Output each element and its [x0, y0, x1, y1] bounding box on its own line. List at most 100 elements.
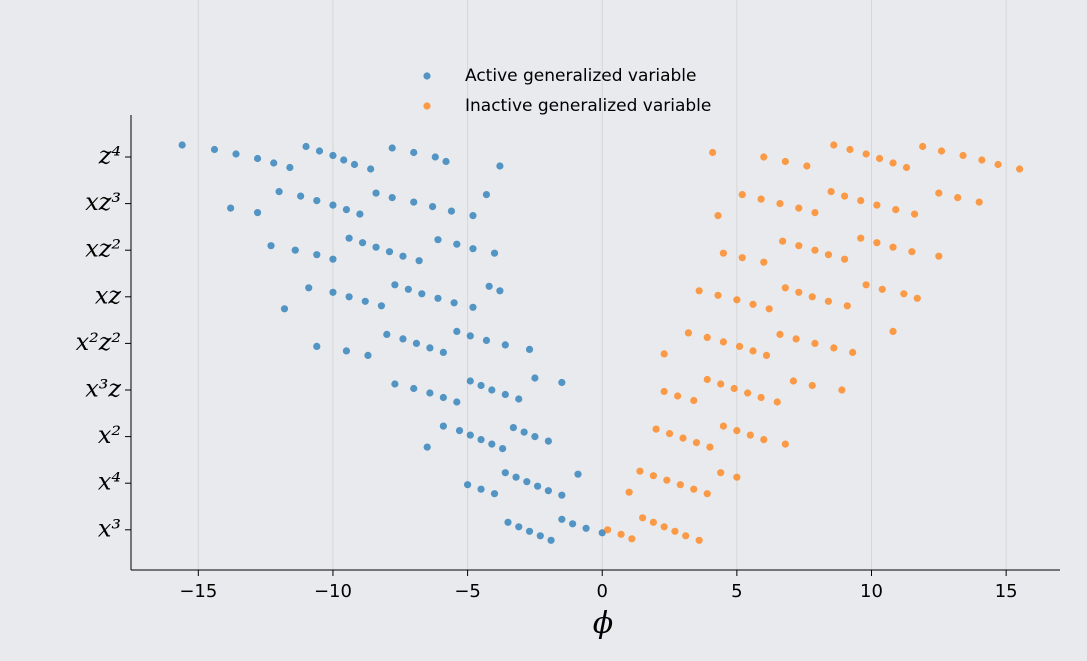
point — [315, 147, 324, 155]
x-axis-label: ϕ — [593, 606, 613, 641]
point — [900, 290, 908, 298]
point — [415, 257, 423, 265]
point — [838, 386, 846, 394]
point — [340, 156, 348, 164]
point — [674, 392, 682, 400]
legend-marker — [423, 72, 431, 80]
point — [280, 305, 289, 313]
point — [367, 165, 375, 173]
point — [455, 427, 464, 435]
point — [275, 188, 283, 196]
point — [792, 335, 800, 343]
point — [746, 431, 754, 439]
point — [830, 344, 838, 352]
point — [383, 330, 391, 338]
y-tick-label: xz³ — [85, 188, 121, 216]
point — [496, 162, 504, 170]
point — [210, 145, 219, 154]
point — [840, 255, 849, 263]
point — [937, 147, 946, 155]
point — [469, 303, 477, 311]
point — [534, 482, 542, 490]
point — [709, 148, 717, 157]
point — [450, 299, 458, 307]
point — [329, 201, 337, 209]
point — [466, 332, 474, 340]
y-tick-label: xz² — [85, 235, 121, 263]
point — [313, 197, 321, 205]
point — [270, 159, 278, 167]
point — [385, 248, 394, 256]
point — [291, 246, 299, 254]
point — [447, 207, 456, 215]
point — [499, 445, 507, 453]
point — [569, 520, 577, 528]
point — [811, 209, 819, 217]
point — [364, 351, 372, 359]
point — [544, 487, 552, 495]
point — [558, 491, 566, 499]
point — [757, 393, 765, 402]
point — [227, 204, 235, 212]
x-tick-label: −5 — [454, 581, 481, 602]
x-tick-label: 0 — [597, 581, 608, 602]
point — [488, 440, 496, 448]
point — [453, 327, 461, 335]
point — [733, 296, 741, 304]
point — [253, 154, 262, 163]
point — [719, 338, 728, 346]
point — [509, 424, 517, 432]
point — [350, 160, 359, 169]
point — [873, 239, 881, 247]
point — [625, 488, 633, 496]
point — [733, 427, 741, 435]
point — [399, 335, 407, 343]
point — [682, 532, 690, 540]
point — [356, 210, 364, 218]
point — [892, 206, 900, 214]
point — [313, 342, 321, 350]
point — [649, 518, 657, 526]
point — [490, 490, 499, 498]
point — [345, 293, 353, 301]
point — [329, 288, 337, 296]
point — [442, 157, 450, 166]
point — [660, 523, 668, 531]
point — [843, 302, 851, 310]
point — [757, 195, 765, 203]
point — [862, 281, 870, 289]
point — [463, 481, 472, 489]
point — [717, 380, 725, 388]
point — [975, 198, 983, 206]
point — [760, 436, 768, 444]
point — [889, 243, 897, 251]
point — [434, 236, 442, 244]
point — [781, 284, 789, 292]
point — [824, 251, 833, 259]
point — [808, 381, 816, 390]
point — [496, 287, 504, 295]
point — [954, 194, 962, 202]
point — [803, 162, 811, 170]
point — [469, 212, 477, 220]
point — [410, 198, 418, 206]
point — [377, 302, 386, 310]
point — [482, 191, 491, 199]
point — [428, 203, 437, 211]
point — [730, 384, 738, 393]
point — [490, 249, 499, 257]
point — [536, 532, 544, 540]
point — [267, 242, 275, 250]
point — [313, 251, 321, 259]
x-tick-label: −10 — [314, 581, 352, 602]
point — [558, 378, 566, 387]
point — [431, 153, 439, 161]
point — [399, 252, 407, 260]
point — [749, 300, 757, 308]
point — [744, 389, 752, 397]
point — [690, 485, 698, 493]
point — [684, 329, 693, 337]
point — [717, 469, 725, 477]
point — [959, 151, 967, 160]
